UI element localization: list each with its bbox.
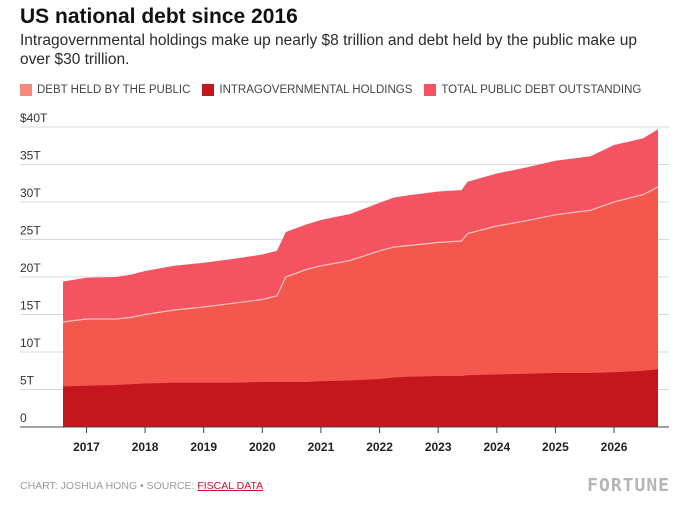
- series-area-public: [63, 187, 658, 427]
- y-tick-label: 20T: [20, 261, 41, 275]
- legend-label-intragov: INTRAGOVERNMENTAL HOLDINGS: [219, 84, 413, 96]
- y-tick-label: 5T: [20, 374, 35, 388]
- legend-swatch-total: [424, 84, 437, 96]
- y-tick-label: 10T: [20, 336, 41, 350]
- axes: $40T 35T 30T 25T 20T 15T 10T 5T 0 2017 2018 2019 202…: [20, 111, 669, 454]
- x-tick-label: 2017: [73, 440, 100, 454]
- x-tick-label: 2021: [308, 440, 335, 454]
- legend-label-public: DEBT HELD BY THE PUBLIC: [37, 84, 191, 96]
- x-tick-label: 2025: [542, 440, 569, 454]
- x-tick-label: 2019: [190, 440, 217, 454]
- y-tick-label: 0: [20, 411, 27, 425]
- legend-label-total: TOTAL PUBLIC DEBT OUTSTANDING: [441, 84, 642, 96]
- x-tick-label: 2023: [425, 440, 452, 454]
- legend-swatch-public: [20, 84, 32, 96]
- chart-title: US national debt since 2016: [20, 5, 298, 28]
- area-series: [62, 129, 659, 428]
- y-tick-label: 35T: [20, 149, 41, 163]
- legend-item-total: TOTAL PUBLIC DEBT OUTSTANDING: [424, 84, 641, 96]
- credit-text: CHART: JOSHUA HONG • SOURCE:: [20, 480, 198, 492]
- x-tick-label: 2022: [366, 440, 393, 454]
- legend-item-public: DEBT HELD BY THE PUBLIC: [20, 84, 190, 96]
- debt-area-chart: $40T 35T 30T 25T 20T 15T 10T 5T 0 2017 2018 2019 202…: [20, 111, 669, 454]
- y-tick-label: $40T: [20, 111, 48, 125]
- y-tick-label: 25T: [20, 224, 41, 238]
- x-tick-label: 2026: [601, 440, 628, 454]
- series-area-intragov: [63, 369, 658, 427]
- x-tick-label: 2024: [483, 440, 510, 454]
- chart-subtitle: Intragovernmental holdings make up nearl…: [20, 32, 637, 68]
- y-tick-label: 15T: [20, 299, 41, 313]
- fortune-logo: FORTUNE: [587, 475, 670, 496]
- x-tick-label: 2018: [132, 440, 159, 454]
- source-link[interactable]: FISCAL DATA: [197, 480, 264, 492]
- legend: DEBT HELD BY THE PUBLIC INTRAGOVERNMENTA…: [20, 84, 653, 96]
- y-tick-label: 30T: [20, 186, 41, 200]
- series-line-public: [62, 186, 659, 323]
- source-credit: CHART: JOSHUA HONG • SOURCE: FISCAL DATA: [20, 480, 263, 492]
- legend-swatch-intragov: [202, 84, 215, 96]
- x-tick-label: 2020: [249, 440, 276, 454]
- legend-item-intragov: INTRAGOVERNMENTAL HOLDINGS: [202, 84, 412, 96]
